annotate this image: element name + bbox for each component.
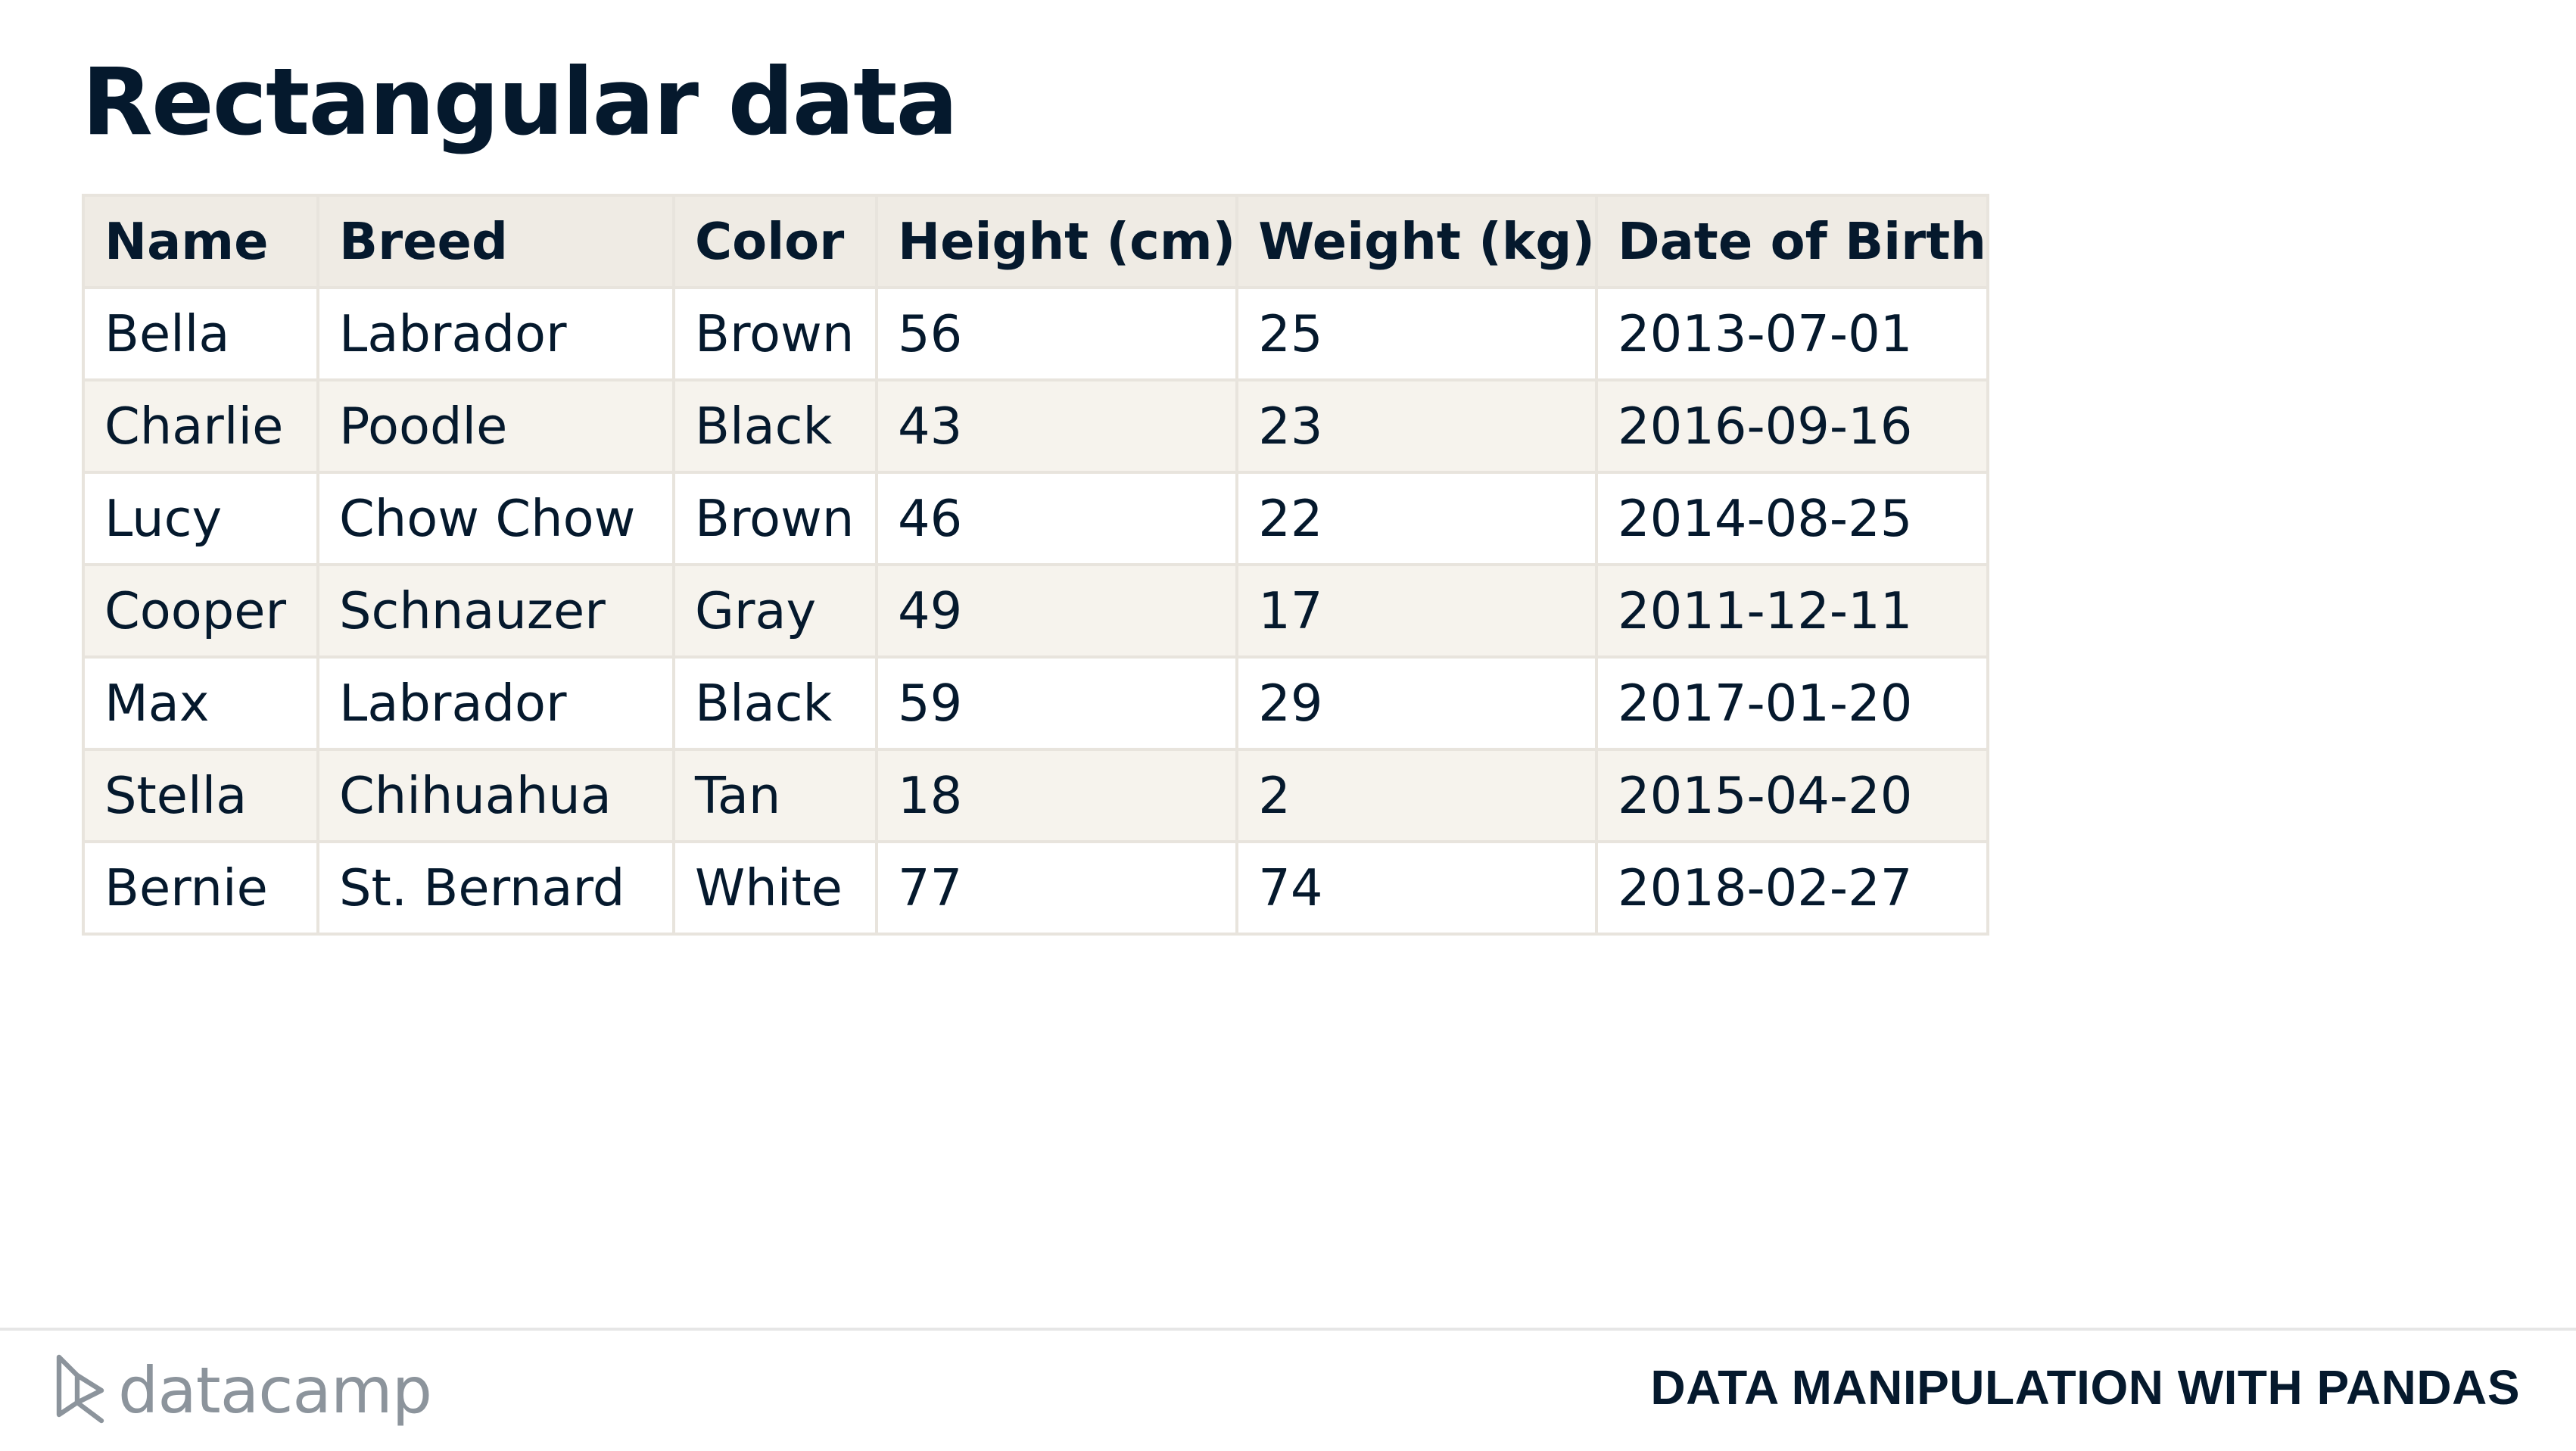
table-cell: 56 — [874, 286, 1239, 381]
table-cell: Charlie — [82, 378, 319, 474]
table-cell: 46 — [874, 471, 1239, 566]
table-cell: Brown — [672, 286, 878, 381]
table-cell: Labrador — [316, 655, 675, 751]
table-cell: Cooper — [82, 563, 319, 659]
table-cell: 29 — [1235, 655, 1598, 751]
table-cell: 74 — [1235, 840, 1598, 936]
table-cell: Tan — [672, 748, 878, 843]
table-cell: Bernie — [82, 840, 319, 936]
table-cell: 2013-07-01 — [1594, 286, 1989, 381]
table-cell: 43 — [874, 378, 1239, 474]
table-cell: 2016-09-16 — [1594, 378, 1989, 474]
table-row: Bella Labrador Brown 56 25 2013-07-01 — [82, 286, 1989, 381]
table-cell: 2 — [1235, 748, 1598, 843]
column-header: Name — [82, 194, 319, 289]
table-cell: 2014-08-25 — [1594, 471, 1989, 566]
table-row: Lucy Chow Chow Brown 46 22 2014-08-25 — [82, 471, 1989, 566]
table-row: Cooper Schnauzer Gray 49 17 2011-12-11 — [82, 563, 1989, 659]
table-row: Bernie St. Bernard White 77 74 2018-02-2… — [82, 840, 1989, 936]
table-cell: Schnauzer — [316, 563, 675, 659]
table-cell: St. Bernard — [316, 840, 675, 936]
table-cell: Lucy — [82, 471, 319, 566]
table-header-row: Name Breed Color Height (cm) Weight (kg)… — [82, 194, 1989, 289]
table-cell: White — [672, 840, 878, 936]
table-cell: Stella — [82, 748, 319, 843]
column-header: Date of Birth — [1594, 194, 1989, 289]
table-cell: 2011-12-11 — [1594, 563, 1989, 659]
datacamp-logo: datacamp — [53, 1349, 432, 1432]
table-cell: Gray — [672, 563, 878, 659]
page-title: Rectangular data — [82, 48, 958, 156]
table-cell: Black — [672, 378, 878, 474]
table-cell: 49 — [874, 563, 1239, 659]
table-cell: 23 — [1235, 378, 1598, 474]
table-cell: Black — [672, 655, 878, 751]
table-cell: Brown — [672, 471, 878, 566]
table-cell: 2018-02-27 — [1594, 840, 1989, 936]
logo-wordmark: datacamp — [118, 1353, 432, 1428]
table-cell: 17 — [1235, 563, 1598, 659]
column-header: Weight (kg) — [1235, 194, 1598, 289]
table-cell: Chihuahua — [316, 748, 675, 843]
course-title: DATA MANIPULATION WITH PANDAS — [1650, 1360, 2520, 1415]
table-row: Stella Chihuahua Tan 18 2 2015-04-20 — [82, 748, 1989, 843]
column-header: Breed — [316, 194, 675, 289]
column-header: Color — [672, 194, 878, 289]
table-cell: Bella — [82, 286, 319, 381]
table-cell: 2015-04-20 — [1594, 748, 1989, 843]
table-row: Max Labrador Black 59 29 2017-01-20 — [82, 655, 1989, 751]
footer-divider — [0, 1328, 2576, 1331]
table-cell: 22 — [1235, 471, 1598, 566]
dogs-table: Name Breed Color Height (cm) Weight (kg)… — [82, 194, 1989, 936]
table-cell: Poodle — [316, 378, 675, 474]
table-row: Charlie Poodle Black 43 23 2016-09-16 — [82, 378, 1989, 474]
table-cell: Labrador — [316, 286, 675, 381]
table-cell: 77 — [874, 840, 1239, 936]
column-header: Height (cm) — [874, 194, 1239, 289]
table-cell: 25 — [1235, 286, 1598, 381]
datacamp-logo-icon — [56, 1354, 104, 1424]
table-cell: Max — [82, 655, 319, 751]
table-cell: 2017-01-20 — [1594, 655, 1989, 751]
table-cell: Chow Chow — [316, 471, 675, 566]
table-cell: 18 — [874, 748, 1239, 843]
table-cell: 59 — [874, 655, 1239, 751]
